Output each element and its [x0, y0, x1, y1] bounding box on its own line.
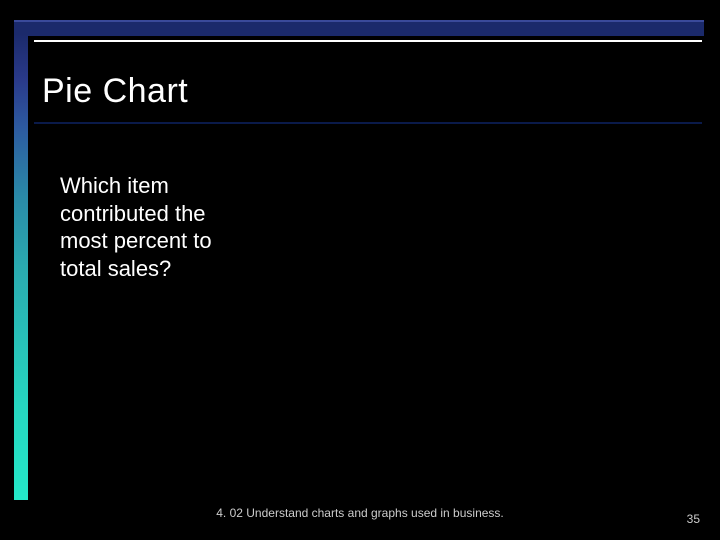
footer-caption: 4. 02 Understand charts and graphs used …: [0, 506, 720, 520]
title-underline: [34, 122, 702, 124]
left-gradient-bar: [14, 34, 28, 500]
slide: Pie Chart Which item contributed the mos…: [0, 0, 720, 540]
slide-footer: 4. 02 Understand charts and graphs used …: [0, 506, 720, 526]
top-band: [14, 22, 704, 36]
slide-body-text: Which item contributed the most percent …: [60, 172, 220, 282]
slide-title: Pie Chart: [42, 72, 188, 111]
header-separator: [34, 40, 702, 42]
page-number: 35: [687, 512, 700, 526]
